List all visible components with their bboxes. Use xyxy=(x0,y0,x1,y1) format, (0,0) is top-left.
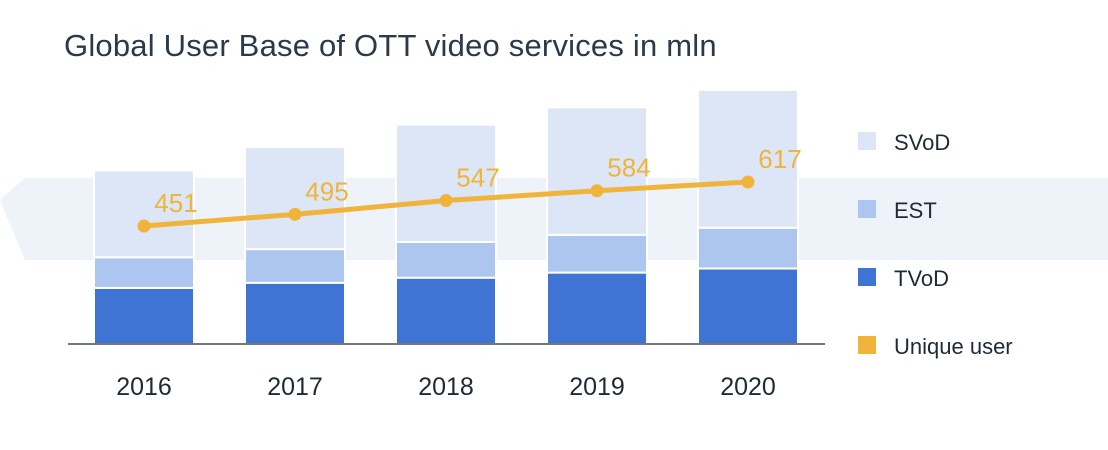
bar-svod-2020 xyxy=(697,89,799,229)
bar-est-2017 xyxy=(244,248,346,284)
bar-tvod-2016 xyxy=(93,286,195,345)
point-unique-user-2016 xyxy=(137,219,151,233)
bar-svod-2019 xyxy=(546,106,648,236)
point-unique-user-2018 xyxy=(439,194,453,208)
bar-tvod-2017 xyxy=(244,281,346,345)
point-unique-user-2019 xyxy=(590,184,604,198)
bars-layer xyxy=(93,89,799,346)
bar-est-2020 xyxy=(697,226,799,270)
chart-title: Global User Base of OTT video services i… xyxy=(64,28,717,63)
legend-swatch-unique-user xyxy=(858,336,876,354)
legend-swatch-svod xyxy=(858,132,876,150)
legend-label-tvod: TVoD xyxy=(894,266,949,291)
bar-est-2018 xyxy=(395,241,497,279)
bar-svod-2018 xyxy=(395,123,497,243)
bar-tvod-2019 xyxy=(546,271,648,346)
x-tick-label: 2018 xyxy=(418,373,474,401)
data-label-unique-user-2019: 584 xyxy=(607,153,650,183)
x-axis-ticks: 2016 2017 2018 2019 2020 xyxy=(116,373,776,401)
data-label-unique-user-2020: 617 xyxy=(758,144,801,174)
bar-svod-2017 xyxy=(244,146,346,251)
x-tick-label: 2017 xyxy=(267,373,323,401)
data-label-unique-user-2018: 547 xyxy=(456,163,499,193)
data-label-unique-user-2017: 495 xyxy=(305,176,348,206)
legend-swatch-est xyxy=(858,200,876,218)
point-unique-user-2017 xyxy=(288,207,302,221)
legend: SVoD EST TVoD Unique user xyxy=(858,130,1013,359)
x-tick-label: 2019 xyxy=(569,373,625,401)
bar-est-2019 xyxy=(546,233,648,274)
legend-label-svod: SVoD xyxy=(894,130,950,155)
legend-label-unique-user: Unique user xyxy=(894,334,1013,359)
bar-tvod-2020 xyxy=(697,267,799,345)
line-layer: 451 495 547 584 617 xyxy=(137,144,802,233)
data-label-unique-user-2016: 451 xyxy=(154,188,197,218)
x-tick-label: 2016 xyxy=(116,373,172,401)
legend-swatch-tvod xyxy=(858,268,876,286)
bar-est-2016 xyxy=(93,256,195,289)
x-tick-label: 2020 xyxy=(720,373,776,401)
point-unique-user-2020 xyxy=(741,175,755,189)
legend-label-est: EST xyxy=(894,198,937,223)
bar-svod-2016 xyxy=(93,169,195,259)
bar-tvod-2018 xyxy=(395,276,497,346)
